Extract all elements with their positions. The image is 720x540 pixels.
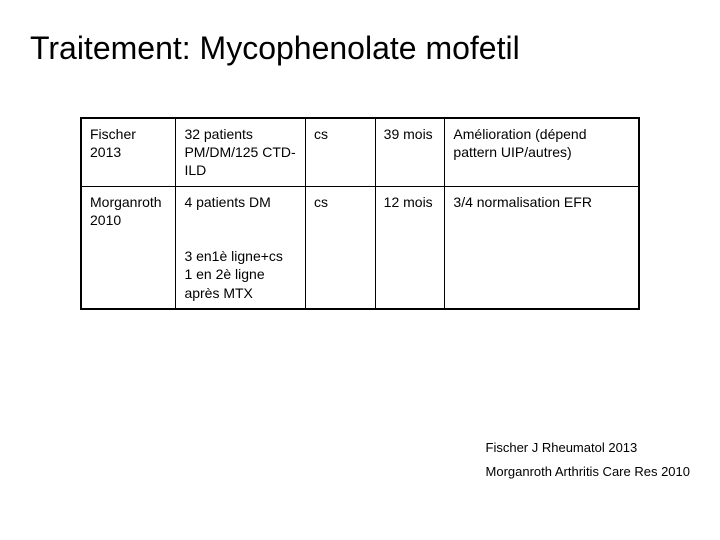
cell-outcome: Amélioration (dépend pattern UIP/autres) [445, 118, 639, 186]
treatment-table: Fischer2013 32 patients PM/DM/125 CTD-IL… [80, 117, 640, 310]
cell-study: Morganroth 2010 [81, 186, 176, 309]
cell-duration: 39 mois [375, 118, 445, 186]
table-row: Morganroth 2010 4 patients DM3 en1è lign… [81, 186, 639, 309]
table-row: Fischer2013 32 patients PM/DM/125 CTD-IL… [81, 118, 639, 186]
cell-tx: cs [306, 118, 376, 186]
page-title: Traitement: Mycophenolate mofetil [30, 30, 690, 67]
treatment-table-wrap: Fischer2013 32 patients PM/DM/125 CTD-IL… [80, 117, 640, 310]
cell-tx: cs [306, 186, 376, 309]
cell-study: Fischer2013 [81, 118, 176, 186]
references: Fischer J Rheumatol 2013 Morganroth Arth… [486, 436, 690, 485]
reference-1: Fischer J Rheumatol 2013 [486, 436, 690, 461]
cell-patients: 32 patients PM/DM/125 CTD-ILD [176, 118, 306, 186]
slide: Traitement: Mycophenolate mofetil Fische… [0, 0, 720, 540]
reference-2: Morganroth Arthritis Care Res 2010 [486, 460, 690, 485]
cell-duration: 12 mois [375, 186, 445, 309]
cell-patients: 4 patients DM3 en1è ligne+cs1 en 2è lign… [176, 186, 306, 309]
cell-outcome: 3/4 normalisation EFR [445, 186, 639, 309]
